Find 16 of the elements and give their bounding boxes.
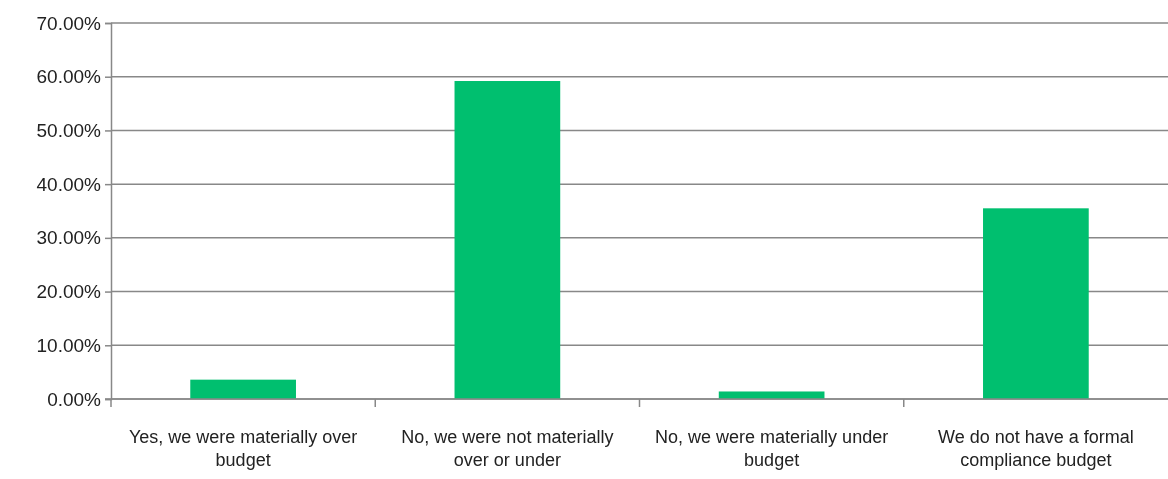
bar xyxy=(190,379,296,399)
bar xyxy=(718,391,825,399)
y-tick-label: 10.00% xyxy=(36,334,102,356)
bar xyxy=(983,208,1089,399)
x-tick-label: No, we were materially under budget xyxy=(655,427,889,470)
y-tick-label: 60.00% xyxy=(36,66,102,88)
x-tick-label: No, we were not materially over or under xyxy=(401,427,614,470)
x-tick-label: Yes, we were materially over budget xyxy=(128,427,358,470)
y-tick-label: 0.00% xyxy=(47,388,102,410)
bar xyxy=(454,81,561,399)
y-tick-label: 40.00% xyxy=(36,173,102,195)
y-tick-label: 70.00% xyxy=(36,12,102,34)
y-tick-label: 50.00% xyxy=(36,120,102,142)
y-tick-label: 30.00% xyxy=(36,227,102,249)
y-tick-label: 20.00% xyxy=(36,281,102,303)
x-tick-label: We do not have a formal compliance budget xyxy=(937,427,1134,470)
